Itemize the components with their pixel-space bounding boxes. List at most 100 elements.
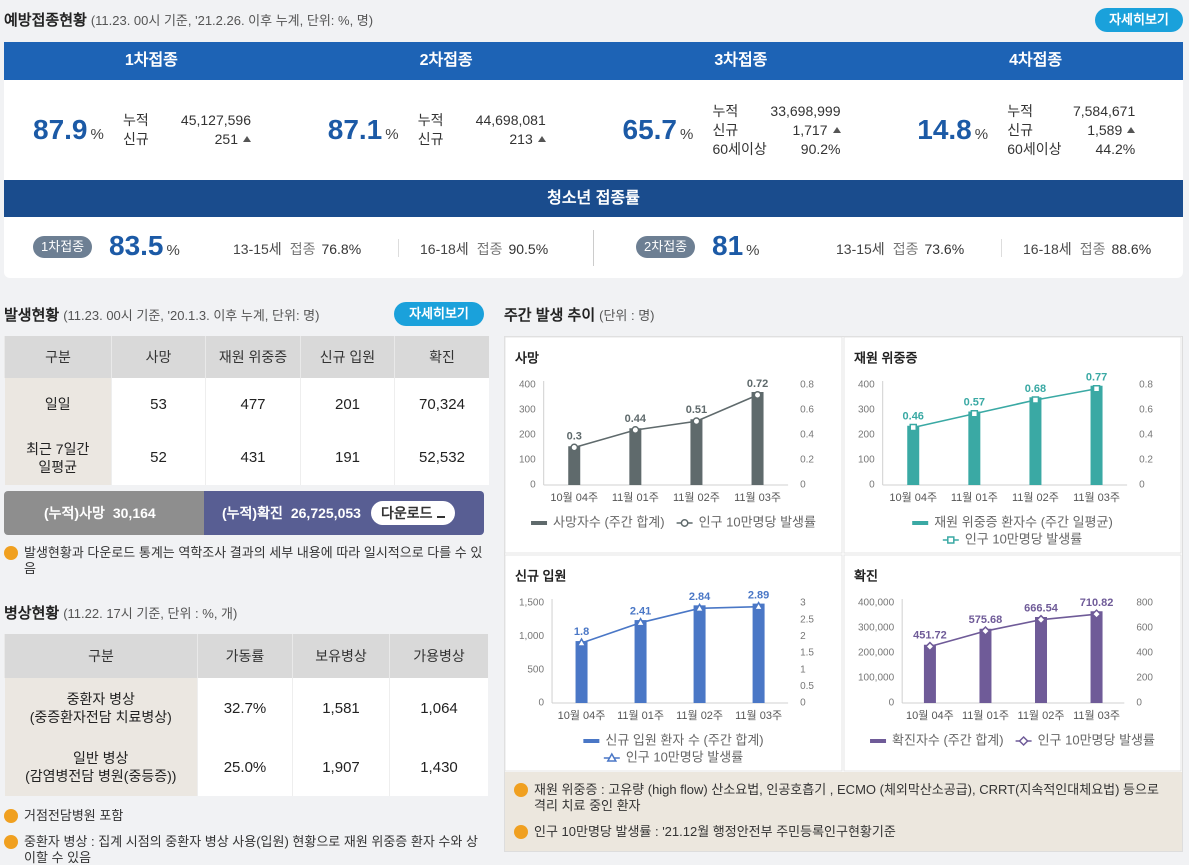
line-point — [924, 641, 935, 652]
bar — [907, 425, 920, 485]
total-item: (누적)사망 30,164 — [4, 491, 204, 535]
table-row: 일반 병상 (감염병전담 병원(중등증)) 25.0% 1,907 1,430 — [4, 738, 488, 796]
table-header: 구분 가동률 보유병상 가용병상 — [4, 634, 488, 678]
cell-line: (감염병전담 병원(중등증)) — [25, 768, 177, 784]
table-header: 구분 사망 재원 위중증 신규 입원 확진 — [4, 336, 489, 378]
table-cell: 431 — [205, 430, 301, 485]
download-text: 다운로드 — [380, 505, 433, 521]
youth-rate: 83.5 — [109, 230, 164, 261]
legend-swatch — [912, 521, 929, 525]
table-cell: 1,907 — [292, 738, 390, 796]
download-button[interactable]: 다운로드 — [370, 501, 456, 525]
chart: 사망 0 100 200 300 400 0 0.2 0.4 0.6 0.8 10월 04주 11월 0… — [504, 336, 843, 554]
chart-frame — [504, 554, 843, 772]
table-row: 일일 53 477 201 70,324 — [4, 378, 489, 430]
row-number: 1,717 — [792, 121, 828, 138]
y2-tick-label: 200 — [1136, 673, 1153, 684]
bar — [751, 392, 764, 485]
dose-rate-block: 65.7% — [623, 114, 713, 146]
section-header: 주간 발생 추이 (단위 : 명) — [504, 304, 655, 325]
y-tick-label: 1,500 — [519, 598, 544, 609]
age-label: 접종 — [289, 241, 316, 257]
row-label-cell: 중환자 병상 (중증환자전담 치료병상) — [4, 678, 198, 738]
trend-up — [537, 136, 546, 142]
age-value: 88.6% — [1111, 241, 1152, 257]
y-tick-label: 300 — [519, 405, 536, 416]
cell-line: 중환자 병상 — [66, 691, 135, 707]
note: 재원 위중증 : 고유량 (high flow) 산소요법, 인공호흡기 , E… — [514, 782, 1174, 814]
line — [581, 605, 759, 644]
dose-unit: % — [974, 126, 989, 143]
totals-bar: (누적)사망 30,164 (누적)확진 26,725,053 다운로드 — [4, 491, 484, 535]
table-cell: 201 — [300, 378, 395, 430]
value-label: 2.89 — [748, 590, 769, 602]
detail-button[interactable]: 자세히보기 — [1095, 8, 1183, 32]
row-label-cell: 일반 병상 (감염병전담 병원(중등증)) — [4, 738, 198, 796]
y2-tick-label: 0.2 — [1139, 455, 1153, 466]
bar — [752, 603, 765, 703]
row-value: 45,127,596 — [181, 111, 251, 130]
dose-row: 신규 251 — [123, 130, 251, 149]
line-point — [909, 423, 917, 432]
row-number: 213 — [509, 131, 533, 147]
bar — [1029, 397, 1042, 485]
dose-rate: 65.7 — [622, 114, 678, 145]
section-title: 예방접종현황 — [4, 12, 87, 29]
trend-up — [1127, 126, 1136, 133]
chart-title: 확진 — [854, 568, 878, 583]
value-label: 0.77 — [1086, 372, 1107, 384]
row-value: 213 — [509, 130, 546, 149]
line-point — [635, 617, 646, 627]
line — [913, 387, 1097, 429]
value-label: 0.72 — [747, 378, 768, 390]
section-header: 병상현황 (11.22. 17시 기준, 단위 : %, 개) — [4, 602, 237, 623]
age-range: 16-18세 — [1023, 241, 1072, 257]
note-icon — [4, 809, 18, 823]
age-separator — [398, 239, 399, 257]
x-tick-label: 10월 04주 — [550, 491, 598, 504]
row-number: 7,584,671 — [1072, 102, 1136, 119]
dose-header: 1차접종 2차접종 3차접종 4차접종 — [4, 42, 1183, 80]
youth-rate-block: 81% — [712, 230, 760, 262]
x-tick-label: 11월 02주 — [676, 709, 723, 722]
trend-up — [832, 126, 841, 133]
section-header: 발생현황 (11.23. 00시 기준, '20.1.3. 이후 누계, 단위: … — [4, 304, 319, 325]
value-label: 1.8 — [574, 626, 589, 638]
dose-col: 65.7% 누적 33,698,999 신규 1,717 60세이상 90.2% — [594, 80, 889, 180]
note-icon — [514, 783, 528, 797]
header-cell: 보유병상 — [292, 634, 390, 678]
legend-swatch — [870, 739, 887, 743]
cell-line: 일반 병상 — [73, 750, 129, 766]
y2-tick-label: 1.5 — [800, 648, 814, 659]
note-text: 인구 10만명당 발생률 : '21.12월 행정안전부 주민등록인구현황기준 — [534, 824, 896, 839]
detail-button[interactable]: 자세히보기 — [394, 302, 484, 326]
legend-label: 신규 입원 환자 수 (주간 합계) — [605, 732, 763, 747]
legend-label: 인구 10만명당 발생률 — [1038, 732, 1155, 747]
legend-item: 인구 10만명당 발생률 — [603, 749, 743, 764]
line-point — [980, 625, 991, 637]
value-label: 0.57 — [964, 397, 985, 409]
data-table: 구분 사망 재원 위중증 신규 입원 확진 일일 53 477 201 70,324 최근 7일간 일… — [4, 336, 489, 485]
table-cell: 191 — [300, 430, 395, 485]
bar — [1090, 611, 1103, 703]
y-tick-label: 400 — [519, 380, 536, 391]
row-number: 251 — [214, 131, 238, 147]
age-value: 76.8% — [321, 241, 362, 257]
line-point — [692, 417, 701, 426]
value-label: 2.41 — [630, 606, 651, 618]
x-tick-label: 11월 02주 — [673, 491, 720, 504]
row-label-cell: 일일 — [4, 378, 112, 430]
legend-item: 인구 10만명당 발생률 — [942, 531, 1082, 546]
table-row: 최근 7일간 일평균 52 431 191 52,532 — [4, 430, 489, 485]
dose-rate-block: 87.9% — [33, 114, 123, 146]
line-point — [970, 410, 979, 418]
note: 인구 10만명당 발생률 : '21.12월 행정안전부 주민등록인구현황기준 — [514, 824, 1174, 840]
header-cell: 신규 입원 — [300, 336, 395, 378]
dose-rate-block: 14.8% — [917, 114, 1007, 146]
y2-tick-label: 0.6 — [800, 405, 814, 416]
x-tick-label: 10월 04주 — [906, 709, 954, 722]
row-label: 누적 — [1007, 102, 1034, 119]
row-label: 60세이상 — [1007, 140, 1062, 157]
dose-row: 60세이상 44.2% — [1007, 140, 1135, 159]
